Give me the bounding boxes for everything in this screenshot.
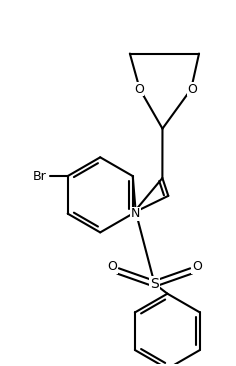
Text: O: O (187, 83, 197, 96)
Text: O: O (192, 261, 202, 273)
Text: O: O (134, 83, 144, 96)
Text: Br: Br (33, 169, 47, 183)
Text: S: S (150, 277, 159, 291)
Text: N: N (131, 207, 140, 220)
Text: O: O (107, 261, 117, 273)
